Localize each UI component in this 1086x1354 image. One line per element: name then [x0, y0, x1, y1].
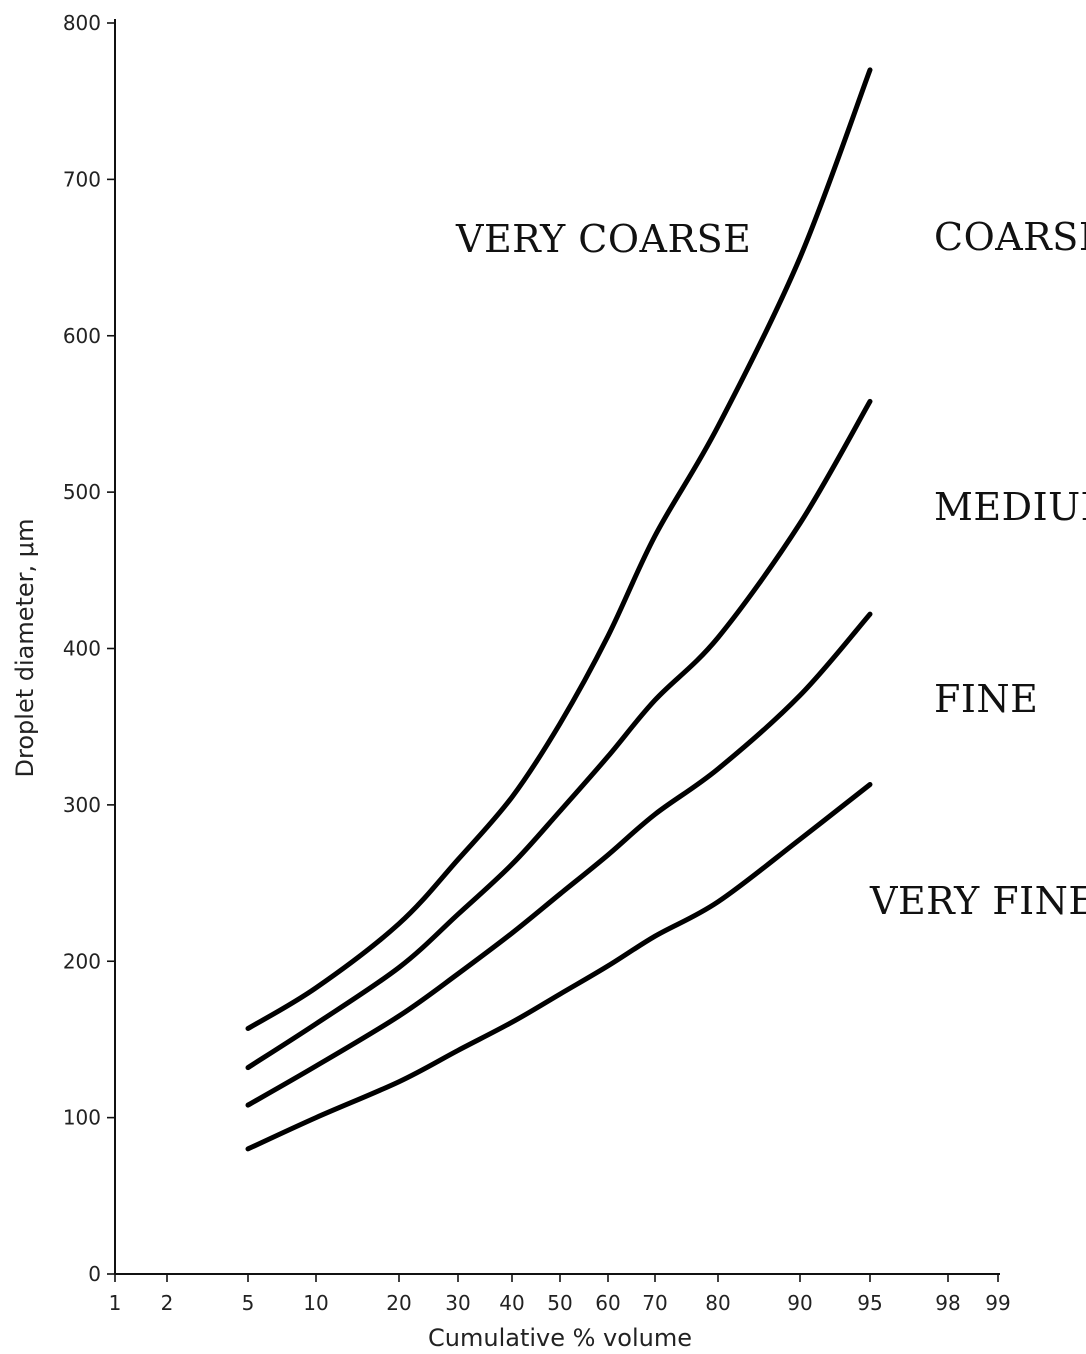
- x-tick-label-1: 1: [109, 1291, 122, 1315]
- region-label-medium: MEDIUM: [934, 485, 1086, 529]
- y-axis-ticks: 0 100 200 300 400 500 600 700 800: [63, 11, 115, 1286]
- region-label-very-coarse: VERY COARSE: [455, 217, 751, 261]
- curves: [245, 67, 873, 1152]
- x-tick-label-50: 50: [547, 1291, 572, 1315]
- region-labels: VERY COARSE COARSE MEDIUM FINE VERY FINE: [455, 215, 1086, 923]
- x-tick-label-2: 2: [161, 1291, 174, 1315]
- y-tick-label-500: 500: [63, 480, 101, 504]
- curve-1: [245, 67, 873, 1031]
- x-tick-label-5: 5: [242, 1291, 255, 1315]
- curve-4: [245, 782, 873, 1152]
- region-label-coarse: COARSE: [934, 215, 1086, 259]
- curve-3: [245, 611, 873, 1108]
- curve-2: [245, 398, 873, 1071]
- x-tick-label-95: 95: [857, 1291, 882, 1315]
- y-tick-label-800: 800: [63, 11, 101, 35]
- y-tick-label-0: 0: [88, 1262, 101, 1286]
- y-tick-label-400: 400: [63, 637, 101, 661]
- x-tick-label-10: 10: [303, 1291, 328, 1315]
- x-tick-label-80: 80: [705, 1291, 730, 1315]
- y-tick-label-600: 600: [63, 324, 101, 348]
- y-tick-label-300: 300: [63, 793, 101, 817]
- region-label-fine: FINE: [934, 677, 1038, 721]
- x-axis-label: Cumulative % volume: [428, 1324, 692, 1352]
- y-tick-label-200: 200: [63, 949, 101, 973]
- x-tick-label-98: 98: [935, 1291, 960, 1315]
- y-axis-label: Droplet diameter, μm: [11, 519, 39, 778]
- x-tick-label-99: 99: [985, 1291, 1010, 1315]
- y-tick-label-100: 100: [63, 1106, 101, 1130]
- x-tick-label-60: 60: [595, 1291, 620, 1315]
- axes: [114, 19, 1000, 1275]
- x-tick-label-90: 90: [787, 1291, 812, 1315]
- x-tick-label-40: 40: [499, 1291, 524, 1315]
- x-tick-label-30: 30: [445, 1291, 470, 1315]
- region-label-very-fine: VERY FINE: [869, 879, 1086, 923]
- x-tick-label-20: 20: [386, 1291, 411, 1315]
- x-tick-label-70: 70: [642, 1291, 667, 1315]
- x-axis-ticks: 1 2 5 10 20 30 40 50 60 70 80 90 95 98 99: [109, 1274, 1011, 1315]
- y-tick-label-700: 700: [63, 167, 101, 191]
